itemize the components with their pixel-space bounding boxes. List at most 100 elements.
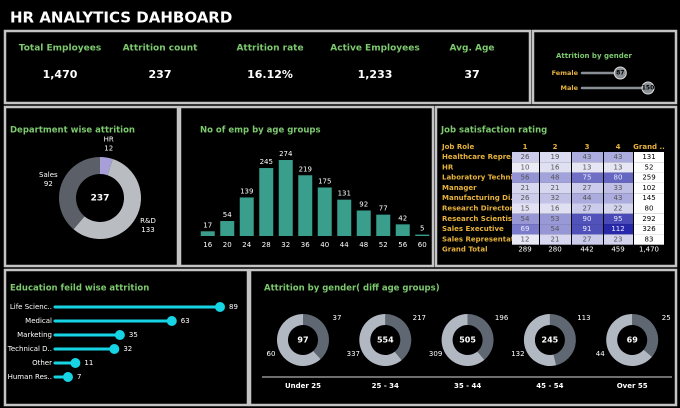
kpi-value: 237 (149, 68, 172, 81)
donut-slice (385, 314, 412, 361)
x-tick-label: 40 (320, 241, 329, 249)
table-value: 131 (642, 153, 655, 161)
lollipop-head (70, 358, 81, 368)
table-value: 102 (642, 184, 655, 192)
lollipop-head (641, 81, 655, 95)
table-value: 56 (521, 174, 530, 182)
table-value: 259 (642, 174, 655, 182)
category-label: Life Scienc.. (10, 303, 52, 311)
value-label: 17 (203, 221, 212, 229)
x-tick-label: 44 (340, 241, 349, 249)
lollipop-head (166, 316, 177, 326)
donut-slice (523, 314, 557, 366)
table-cell (540, 193, 571, 204)
bar (395, 224, 410, 236)
slice-value: 337 (347, 350, 360, 358)
value-label: 7 (77, 373, 81, 381)
table-value: 80 (645, 205, 654, 213)
kpi-panel (3, 29, 532, 105)
value-label: 150 (642, 85, 655, 92)
chart-title: Department wise attrition (10, 126, 135, 136)
center-label: 505 (459, 336, 476, 345)
x-tick-label: 20 (223, 241, 232, 249)
value-label: 87 (616, 70, 624, 77)
slice-value: 12 (104, 145, 113, 153)
table-value: 145 (642, 194, 655, 202)
kpi-value: 16.12% (247, 68, 293, 81)
table-value: 280 (548, 246, 561, 254)
x-tick-label: 52 (379, 241, 388, 249)
table-value: 21 (551, 184, 560, 192)
bar (298, 175, 313, 236)
table-value: 54 (521, 215, 530, 223)
table-cell (634, 213, 664, 225)
donut-slice (441, 314, 485, 366)
table-value: 23 (614, 235, 623, 243)
kpi-label: Attrition count (123, 44, 199, 54)
department-panel (3, 105, 180, 268)
x-tick-label: 60 (418, 241, 427, 249)
slice-value: 133 (141, 226, 154, 234)
table-value: 27 (583, 235, 592, 243)
category-label: Other (32, 359, 52, 367)
donut-slice (58, 156, 100, 230)
table-cell (634, 193, 664, 204)
table-value: 16 (551, 163, 560, 171)
x-tick-label: Under 25 (285, 382, 321, 390)
kpi-value: 1,470 (43, 68, 78, 81)
slice-label: Sales (39, 171, 58, 179)
value-label: 42 (398, 214, 407, 222)
row-label: Grand Total (442, 246, 487, 254)
value-label: 89 (229, 303, 238, 311)
slice-value: 60 (267, 350, 276, 358)
chart-title: Attrition by gender( diff age groups) (264, 284, 440, 294)
table-value: 15 (521, 205, 530, 213)
bar (278, 160, 293, 236)
bar (356, 210, 371, 236)
slice-value: 217 (413, 314, 426, 322)
table-header: 4 (616, 143, 621, 151)
table-value: 83 (645, 235, 654, 243)
table-cell (572, 224, 603, 235)
table-cell (540, 172, 571, 183)
table-title: Job satisfaction rating (440, 126, 547, 136)
table-cell (634, 162, 664, 173)
value-label: 5 (420, 225, 424, 233)
value-label: 63 (181, 317, 190, 325)
table-value: 13 (614, 163, 623, 171)
donut-slice (276, 314, 321, 367)
age-panel (178, 105, 435, 268)
table-cell (540, 234, 571, 245)
row-label: Sales Executive (442, 225, 504, 233)
table-value: 22 (614, 205, 623, 213)
value-label: 219 (299, 165, 312, 173)
category-label: Marketing (17, 331, 52, 339)
chart-title: Attrition by gender (556, 52, 632, 60)
table-value: 80 (614, 174, 623, 182)
donut-slice (303, 314, 330, 360)
category-label: Male (561, 84, 579, 92)
table-value: 91 (583, 225, 592, 233)
table-cell (512, 234, 539, 245)
table-cell (604, 213, 633, 225)
table-cell (634, 224, 664, 235)
x-tick-label: 32 (281, 241, 290, 249)
slice-value: 92 (44, 180, 53, 188)
slice-value: 25 (662, 314, 671, 322)
lollipop-head (215, 302, 225, 312)
table-value: 43 (583, 153, 592, 161)
table-value: 27 (583, 205, 592, 213)
table-cell (634, 182, 664, 194)
donut-slice (467, 314, 494, 360)
table-value: 442 (580, 246, 593, 254)
lollipop-head (114, 330, 125, 340)
table-value: 43 (614, 153, 623, 161)
x-tick-label: 25 - 34 (372, 382, 399, 390)
table-cell (572, 193, 603, 204)
slice-label: HR (104, 136, 114, 144)
x-tick-label: 35 - 44 (454, 382, 481, 390)
table-cell (572, 182, 603, 194)
table-cell (512, 224, 539, 235)
